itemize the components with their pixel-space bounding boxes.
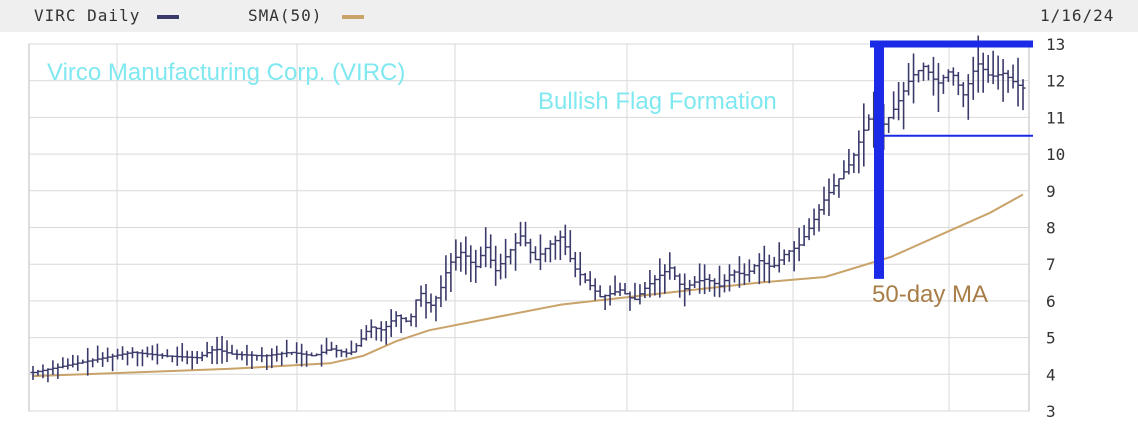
pattern-label: Bullish Flag Formation (538, 88, 777, 115)
y-tick-label: 4 (1046, 365, 1056, 384)
legend-series-swatch (157, 15, 179, 19)
company-title: Virco Manufacturing Corp. (VIRC) (47, 59, 405, 86)
y-tick-label: 8 (1046, 219, 1056, 238)
y-tick-label: 3 (1046, 402, 1056, 421)
y-tick-label: 12 (1046, 72, 1065, 91)
y-tick-label: 13 (1046, 35, 1065, 54)
ma-label: 50-day MA (872, 281, 988, 308)
sma-line (32, 193, 1024, 378)
y-tick-label: 6 (1046, 292, 1056, 311)
y-tick-label: 7 (1046, 255, 1056, 274)
legend-sma-swatch (342, 15, 364, 19)
legend-series-label: VIRC Daily (34, 6, 141, 25)
y-tick-label: 11 (1046, 108, 1065, 127)
legend-bar: VIRC Daily SMA(50) 1/16/24 (0, 0, 1138, 32)
legend-date: 1/16/24 (1040, 6, 1115, 25)
y-tick-label: 5 (1046, 329, 1056, 348)
y-tick-label: 9 (1046, 182, 1056, 201)
legend-sma-label: SMA(50) (248, 6, 323, 25)
y-tick-label: 10 (1046, 145, 1065, 164)
